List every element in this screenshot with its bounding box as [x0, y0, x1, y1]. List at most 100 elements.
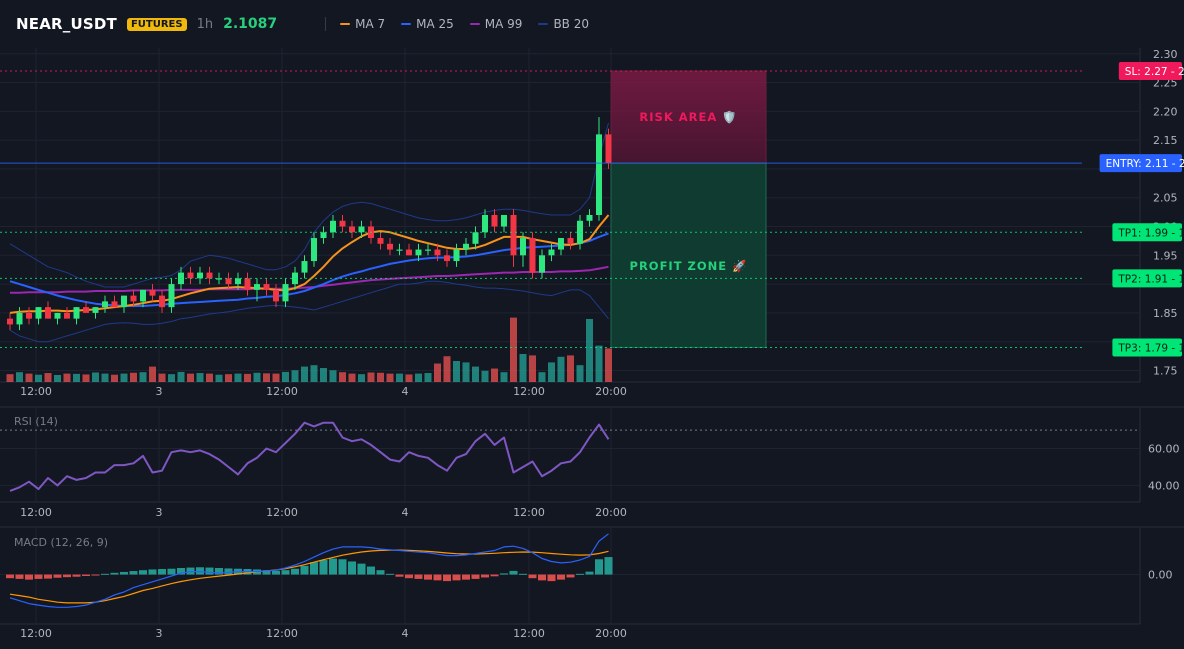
- macd-histogram-bar: [139, 570, 147, 575]
- volume-bar: [244, 373, 251, 382]
- volume-bar: [329, 370, 337, 382]
- time-axis-tick-label: 12:00: [266, 506, 298, 519]
- candle-body: [529, 238, 536, 273]
- candle-body: [159, 295, 165, 308]
- rsi-axis-tick-label: 40.00: [1148, 479, 1180, 492]
- legend-ma7[interactable]: MA 7: [340, 17, 385, 31]
- macd-histogram-bar: [595, 559, 603, 575]
- volume-bar: [82, 374, 90, 382]
- legend-ma99[interactable]: MA 99: [469, 17, 523, 31]
- candle-body: [187, 272, 194, 279]
- time-axis-tick-label: 12:00: [266, 627, 298, 640]
- candle-body: [510, 215, 517, 256]
- candle-body: [567, 238, 574, 244]
- chart-header: NEAR_USDT FUTURES 1h 2.1087 MA 7 MA 25 M…: [0, 0, 1184, 48]
- volume-bar: [149, 366, 156, 382]
- candle-body: [244, 278, 251, 290]
- legend-ma25-label: MA 25: [416, 17, 454, 31]
- legend-bb20-swatch: [538, 23, 549, 25]
- volume-bar: [234, 373, 242, 382]
- time-axis-tick-label: 12:00: [20, 506, 52, 519]
- macd-histogram-bar: [414, 574, 423, 579]
- time-axis-tick-label: 3: [156, 385, 163, 398]
- rsi-line: [9, 421, 610, 492]
- macd-histogram-bar: [585, 571, 594, 575]
- price-axis-tick-label: 1.95: [1153, 249, 1178, 262]
- macd-histogram-bar: [25, 574, 33, 580]
- volume-bar: [453, 361, 460, 382]
- candle-body: [415, 249, 422, 256]
- macd-histogram-bar: [101, 573, 109, 575]
- volume-bar: [339, 372, 346, 382]
- candle-body: [254, 284, 260, 290]
- macd-histogram-bar: [291, 568, 299, 575]
- time-axis-tick-label: 20:00: [595, 506, 627, 519]
- volume-bar: [25, 373, 33, 382]
- candle-body: [73, 307, 80, 319]
- macd-histogram-bar: [443, 574, 451, 582]
- candle-body: [16, 312, 23, 325]
- macd-histogram-bar: [557, 574, 565, 580]
- legend-bb20[interactable]: BB 20: [538, 17, 589, 31]
- price-axis-tick-label: 2.05: [1153, 192, 1178, 205]
- candle-body: [349, 226, 355, 233]
- legend-ma25[interactable]: MA 25: [401, 17, 454, 31]
- macd-histogram-bar: [167, 568, 176, 575]
- volume-bar: [567, 355, 574, 382]
- volume-bar: [472, 366, 479, 382]
- candle-body: [387, 243, 393, 250]
- volume-bar: [16, 372, 23, 382]
- macd-histogram-bar: [547, 574, 556, 582]
- macd-histogram-bar: [281, 570, 290, 575]
- candle-body: [320, 232, 327, 239]
- volume-bar: [6, 374, 14, 382]
- macd-histogram-bar: [604, 557, 613, 575]
- entry-tag-label: ENTRY: 2.11 - 2.11: [1106, 158, 1184, 170]
- volume-bar: [396, 373, 403, 382]
- volume-bar: [44, 373, 52, 382]
- macd-histogram-bar: [490, 574, 499, 577]
- candle-body: [444, 255, 450, 262]
- candle-body: [149, 289, 156, 296]
- macd-histogram-bar: [110, 572, 119, 575]
- candle-body: [102, 301, 108, 308]
- price-axis-tick-label: 2.30: [1153, 48, 1178, 61]
- candle-body: [206, 272, 213, 279]
- candle-body: [263, 284, 270, 290]
- volume-bar: [272, 373, 280, 382]
- volume-bar: [424, 373, 432, 382]
- macd-histogram-bar: [528, 574, 537, 579]
- macd-histogram-bar: [538, 574, 546, 581]
- macd-histogram-bar: [82, 574, 90, 576]
- stop-loss-tag: [1118, 62, 1182, 81]
- macd-histogram-bar: [158, 569, 166, 575]
- volume-bar: [54, 375, 61, 382]
- candle-body: [130, 295, 137, 302]
- stop-loss-tag-label: SL: 2.27 - 2.27: [1125, 66, 1184, 78]
- legend-ma25-swatch: [401, 23, 412, 25]
- volume-bar: [491, 368, 498, 382]
- volume-bar: [187, 373, 194, 382]
- candle-body: [111, 301, 118, 308]
- volume-bar: [73, 373, 80, 382]
- volume-bar: [443, 356, 451, 382]
- symbol-name[interactable]: NEAR_USDT: [16, 15, 117, 33]
- volume-bar: [576, 365, 584, 382]
- volume-bar: [529, 355, 536, 382]
- bollinger-lower-band: [9, 280, 609, 343]
- macd-histogram-bar: [310, 562, 318, 575]
- macd-histogram-bar: [405, 574, 413, 579]
- candle-body: [235, 278, 241, 285]
- volume-bar: [415, 373, 422, 382]
- candle-body: [54, 312, 61, 319]
- macd-histogram-bar: [519, 573, 527, 575]
- legend-ma99-label: MA 99: [484, 17, 523, 31]
- volume-bar: [291, 370, 299, 382]
- volume-bar: [434, 363, 441, 382]
- candle-body: [35, 307, 42, 319]
- macd-histogram-bar: [44, 574, 52, 579]
- timeframe-label[interactable]: 1h: [196, 16, 214, 32]
- take-profit-3-tag: [1112, 338, 1182, 357]
- header-divider: [325, 17, 327, 31]
